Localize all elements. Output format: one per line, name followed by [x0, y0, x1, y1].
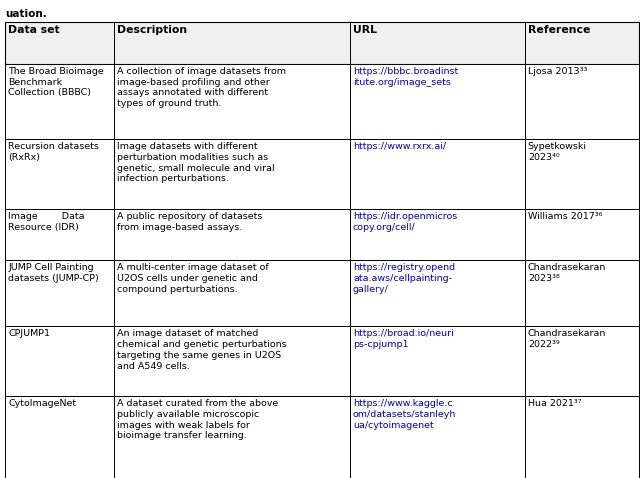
- Text: URL: URL: [353, 25, 377, 35]
- Text: Reference: Reference: [528, 25, 590, 35]
- Text: https://www.kaggle.c
om/datasets/stanleyh
ua/cytoimagenet: https://www.kaggle.c om/datasets/stanley…: [353, 399, 456, 430]
- Text: An image dataset of matched
chemical and genetic perturbations
targeting the sam: An image dataset of matched chemical and…: [117, 329, 287, 370]
- Bar: [5, 396, 639, 478]
- Text: A multi-center image dataset of
U2OS cells under genetic and
compound perturbati: A multi-center image dataset of U2OS cel…: [117, 263, 269, 294]
- Bar: [5, 139, 639, 209]
- Text: CPJUMP1: CPJUMP1: [8, 329, 51, 338]
- Text: Ljosa 2013³³: Ljosa 2013³³: [528, 67, 588, 76]
- Text: Image        Data
Resource (IDR): Image Data Resource (IDR): [8, 212, 85, 232]
- Text: Chandrasekaran
2022³⁹: Chandrasekaran 2022³⁹: [528, 329, 606, 349]
- Text: https://registry.opend
ata.aws/cellpainting-
gallery/: https://registry.opend ata.aws/cellpaint…: [353, 263, 455, 294]
- Text: Williams 2017³⁶: Williams 2017³⁶: [528, 212, 602, 221]
- Text: Data set: Data set: [8, 25, 60, 35]
- Text: https://broad.io/neuri
ps-cpjump1: https://broad.io/neuri ps-cpjump1: [353, 329, 454, 349]
- Bar: [5, 64, 639, 139]
- Bar: [5, 326, 639, 396]
- Text: https://bbbc.broadinst
itute.org/image_sets: https://bbbc.broadinst itute.org/image_s…: [353, 67, 458, 87]
- Text: A dataset curated from the above
publicly available microscopic
images with weak: A dataset curated from the above publicl…: [117, 399, 278, 440]
- Bar: [5, 209, 639, 260]
- Text: Hua 2021³⁷: Hua 2021³⁷: [528, 399, 581, 408]
- Text: A collection of image datasets from
image-based profiling and other
assays annot: A collection of image datasets from imag…: [117, 67, 286, 108]
- Text: https://www.rxrx.ai/: https://www.rxrx.ai/: [353, 142, 446, 151]
- Text: CytoImageNet: CytoImageNet: [8, 399, 76, 408]
- Text: Description: Description: [117, 25, 188, 35]
- Text: JUMP Cell Painting
datasets (JUMP-CP): JUMP Cell Painting datasets (JUMP-CP): [8, 263, 99, 283]
- Bar: [5, 22, 639, 64]
- Text: A public repository of datasets
from image-based assays.: A public repository of datasets from ima…: [117, 212, 262, 232]
- Text: The Broad Bioimage
Benchmark
Collection (BBBC): The Broad Bioimage Benchmark Collection …: [8, 67, 104, 98]
- Text: uation.: uation.: [5, 9, 47, 19]
- Text: Chandrasekaran
2023³⁸: Chandrasekaran 2023³⁸: [528, 263, 606, 283]
- Text: Recursion datasets
(RxRx): Recursion datasets (RxRx): [8, 142, 99, 162]
- Text: https://idr.openmicros
copy.org/cell/: https://idr.openmicros copy.org/cell/: [353, 212, 457, 232]
- Text: Sypetkowski
2023⁴⁰: Sypetkowski 2023⁴⁰: [528, 142, 587, 162]
- Text: Image datasets with different
perturbation modalities such as
genetic, small mol: Image datasets with different perturbati…: [117, 142, 275, 184]
- Bar: [5, 260, 639, 326]
